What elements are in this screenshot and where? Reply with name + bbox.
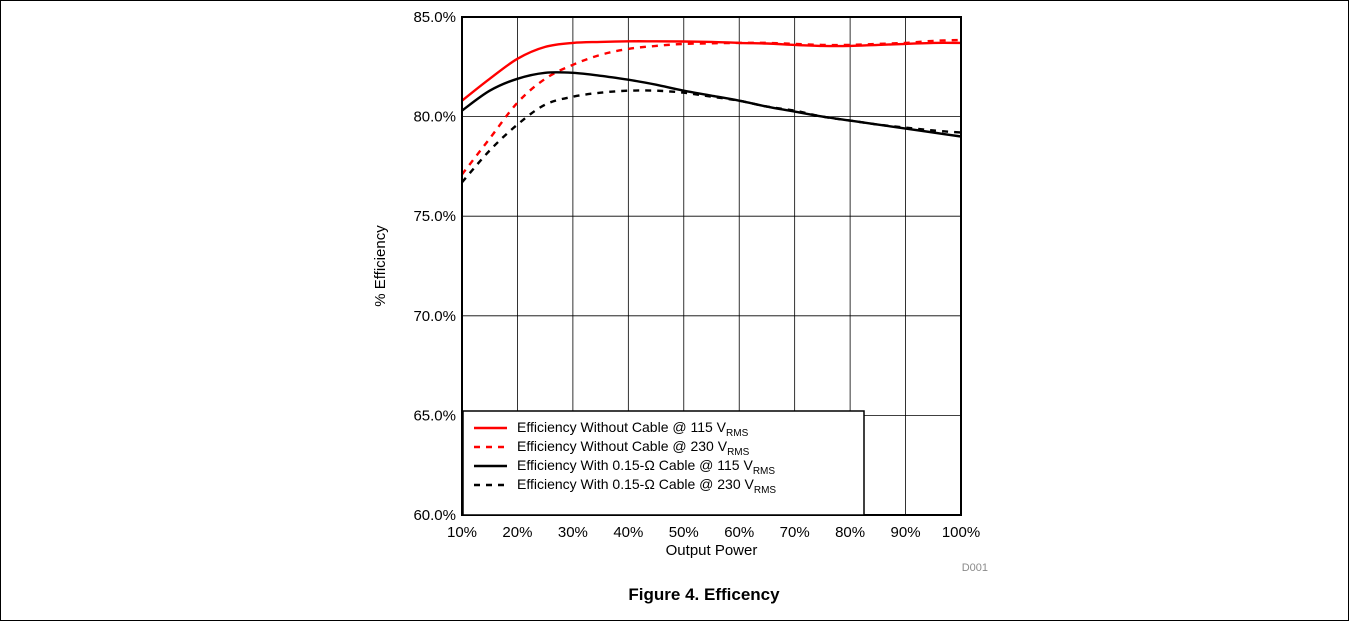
y-tick-label: 85.0% [413,9,456,26]
x-tick-label: 40% [613,524,643,541]
legend: Efficiency Without Cable @ 115 VRMSEffic… [462,410,865,516]
legend-entry: Efficiency With 0.15-Ω Cable @ 230 VRMS [517,476,776,496]
x-tick-label: 80% [835,524,865,541]
legend-box [462,410,865,516]
x-tick-label: 90% [891,524,921,541]
x-tick-label: 50% [669,524,699,541]
x-tick-label: 10% [447,524,477,541]
series-with-cable-230v-line [461,89,962,184]
series-with-cable-115v-line [461,71,962,138]
x-tick-labels: 10% 20% 30% 40% 50% 60% 70% 80% 90% 100% [447,524,980,541]
figure-code: D001 [962,562,988,574]
series-without-cable-115v-line [461,40,962,102]
series-layer [461,38,962,184]
legend-entry: Efficiency Without Cable @ 115 VRMS [517,419,749,439]
legend-entry: Efficiency With 0.15-Ω Cable @ 115 VRMS [517,457,775,477]
x-tick-label: 30% [558,524,588,541]
x-tick-label: 60% [724,524,754,541]
series-without-cable-230v-line [461,38,962,176]
y-tick-labels: 60.0% 65.0% 70.0% 75.0% 80.0% 85.0% [413,9,456,524]
legend-entry: Efficiency Without Cable @ 230 VRMS [517,438,750,458]
x-tick-label: 20% [502,524,532,541]
x-axis-label: Output Power [666,542,758,559]
y-tick-label: 65.0% [413,407,456,424]
y-tick-label: 80.0% [413,109,456,126]
y-tick-label: 70.0% [413,308,456,325]
x-tick-label: 100% [942,524,980,541]
y-tick-label: 60.0% [413,507,456,524]
figure-caption: Figure 4. Efficency [628,585,780,604]
y-axis-label: % Efficiency [372,225,389,307]
x-tick-label: 70% [780,524,810,541]
y-tick-label: 75.0% [413,208,456,225]
